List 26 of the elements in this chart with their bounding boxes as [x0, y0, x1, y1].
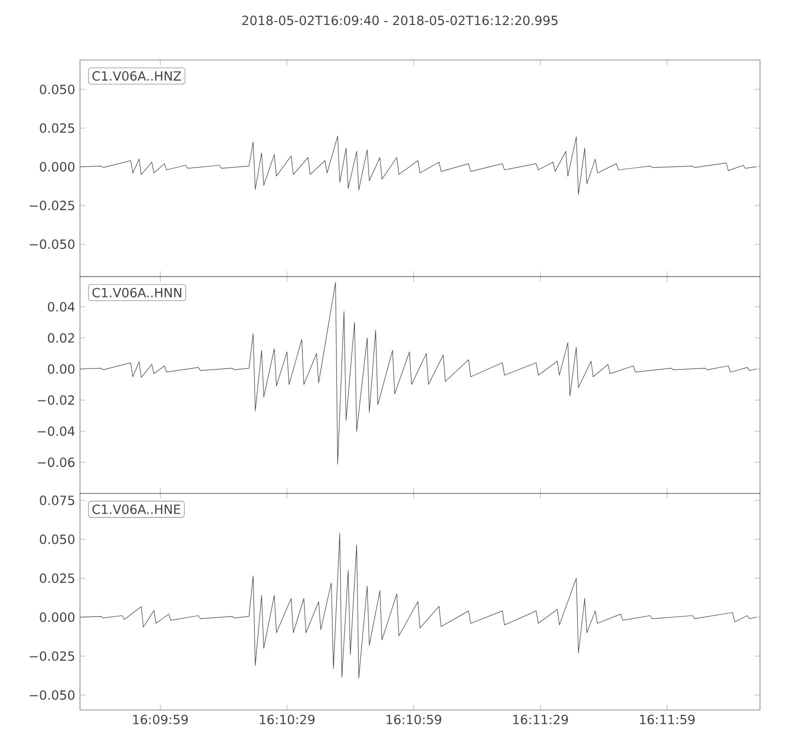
- y-tick-label: 0.050: [40, 84, 74, 94]
- x-tick-label: 16:10:59: [386, 714, 442, 724]
- annotation: C1.V06A..HNZ: [92, 71, 182, 81]
- chart-title: 2018-05-02T16:09:40 - 2018-05-02T16:12:20.995: [242, 16, 558, 26]
- y-tick-label: −0.025: [30, 200, 74, 210]
- x-tick-label: 16:11:29: [513, 714, 568, 724]
- y-tick-label: −0.025: [30, 651, 74, 661]
- y-tick-label: 0.000: [40, 162, 74, 172]
- y-tick-label: 0.025: [40, 573, 74, 584]
- y-tick-label: 0.050: [40, 534, 74, 544]
- y-tick-label: −0.050: [30, 239, 74, 249]
- y-tick-label: 0.04: [48, 302, 75, 312]
- y-tick-label: −0.06: [38, 457, 74, 468]
- x-tick-label: 16:11:59: [640, 714, 695, 724]
- y-tick-label: 0.02: [48, 333, 74, 343]
- y-tick-label: −0.04: [38, 426, 75, 436]
- y-tick-label: −0.02: [38, 395, 74, 405]
- x-tick-label: 16:10:29: [260, 714, 315, 724]
- annotation: C1.V06A..HNE: [92, 504, 180, 514]
- y-tick-label: 0.00: [48, 364, 74, 374]
- y-tick-label: 0.075: [40, 496, 74, 506]
- x-tick-label: 16:09:59: [133, 714, 188, 724]
- y-tick-label: 0.000: [40, 612, 74, 622]
- annotation: C1.V06A..HNN: [92, 288, 182, 298]
- y-tick-label: −0.050: [30, 690, 74, 700]
- y-tick-label: 0.025: [40, 123, 74, 133]
